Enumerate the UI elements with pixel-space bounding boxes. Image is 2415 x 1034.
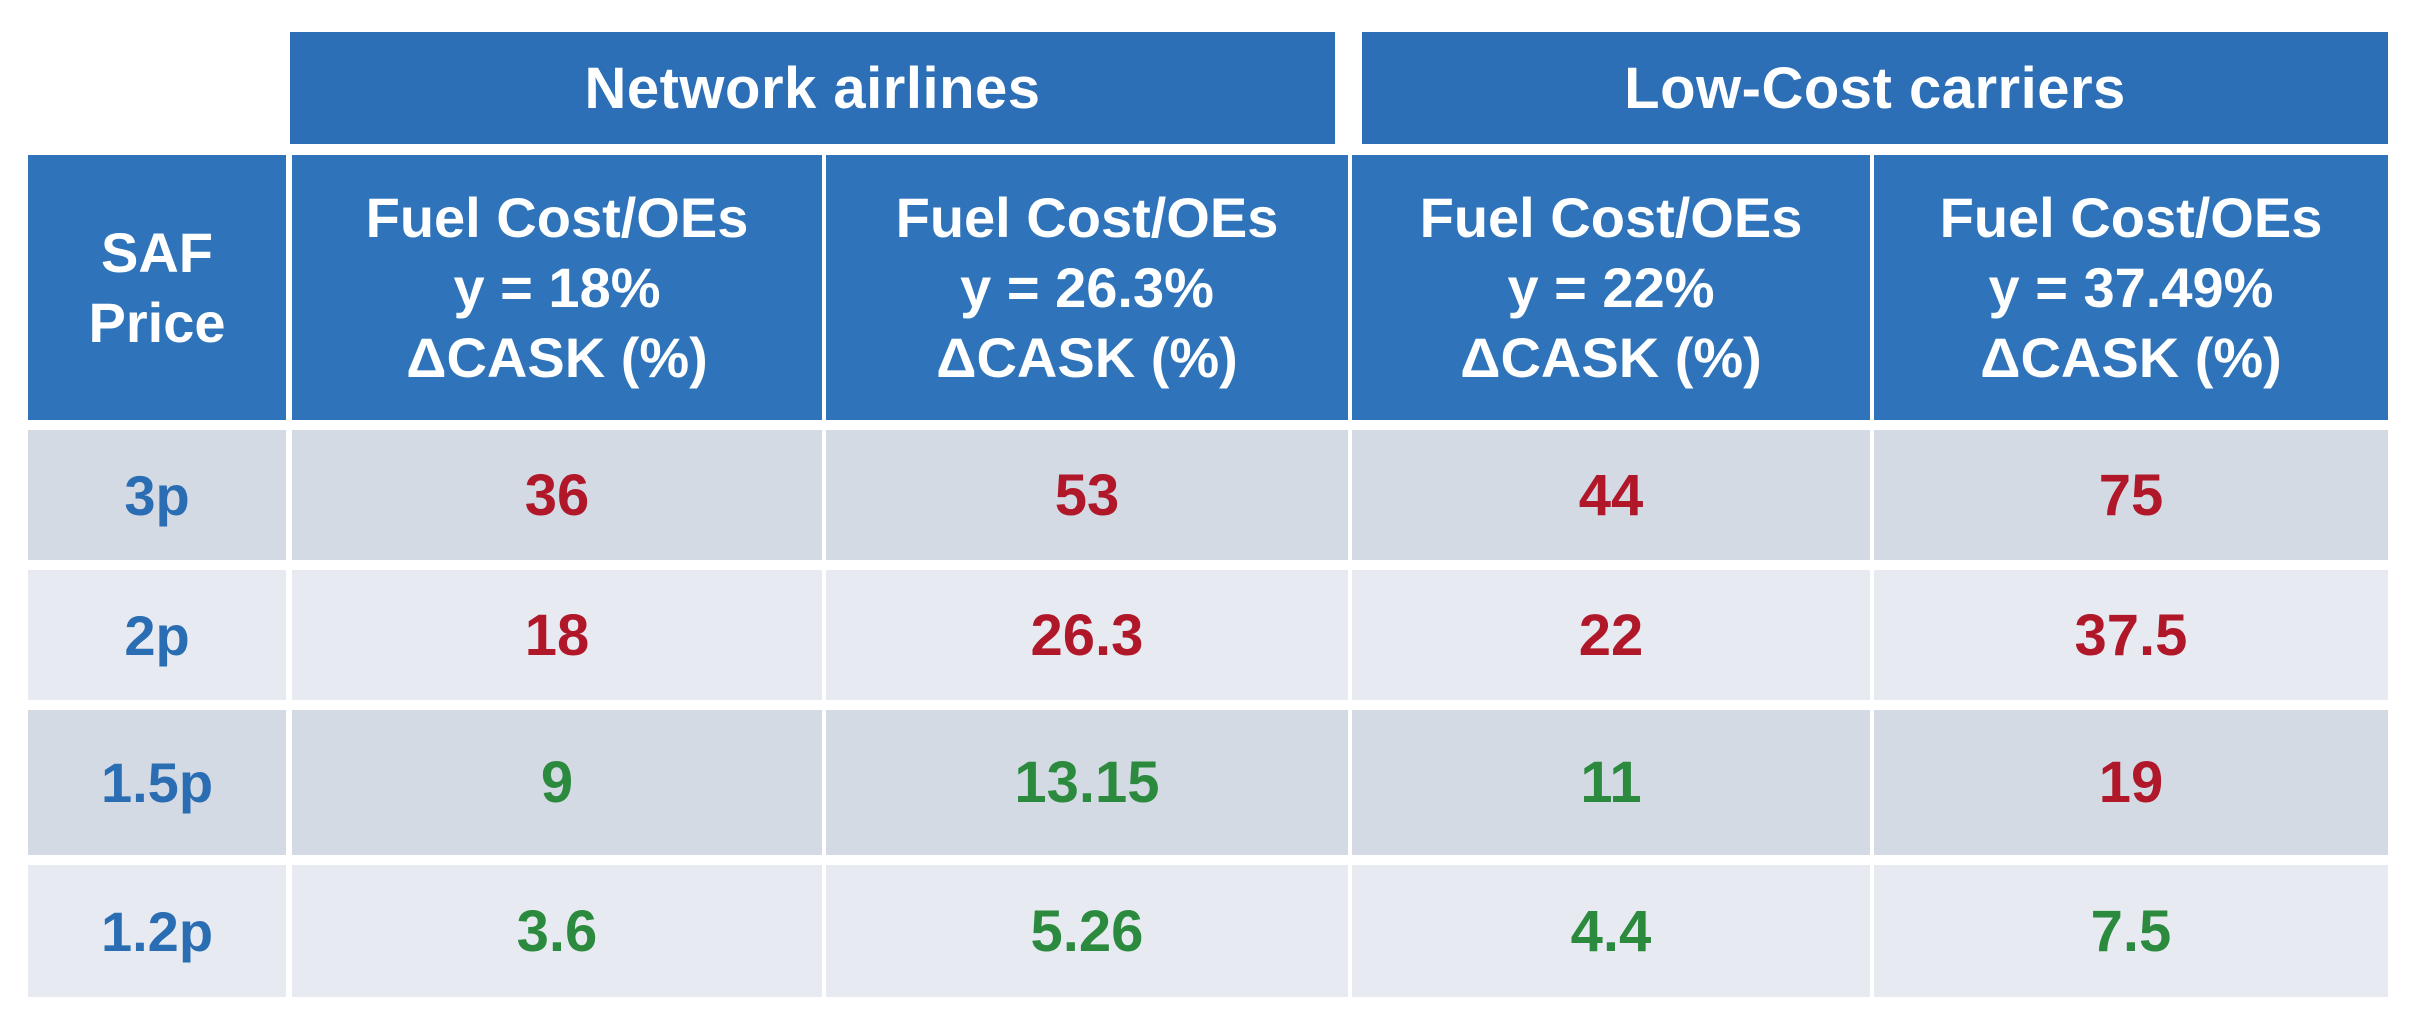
- row-header-line1: SAF: [101, 220, 213, 284]
- group-header-low-cost-carriers: Low-Cost carriers: [1362, 32, 2388, 144]
- cell-2p-network-18: 18: [292, 570, 822, 700]
- cell-1-5p-network-26: 13.15: [826, 710, 1348, 855]
- row-header-line2: Price: [88, 290, 226, 354]
- row-label-1-2p: 1.2p: [28, 865, 286, 997]
- cell-1-2p-network-26: 5.26: [826, 865, 1348, 997]
- column-header-4-line1: Fuel Cost/OEs: [1939, 185, 2323, 249]
- cell-3p-lowcost-37: 75: [1874, 430, 2388, 560]
- group-header-network-airlines: Network airlines: [290, 32, 1335, 144]
- cell-1-5p-lowcost-37: 19: [1874, 710, 2388, 855]
- cell-1-2p-lowcost-22: 4.4: [1352, 865, 1870, 997]
- cell-2p-lowcost-22: 22: [1352, 570, 1870, 700]
- row-label-1-5p: 1.5p: [28, 710, 286, 855]
- column-header-3-line2: y = 22%: [1507, 255, 1715, 319]
- row-header-saf-price: SAF Price: [28, 155, 286, 420]
- cell-1-2p-lowcost-37: 7.5: [1874, 865, 2388, 997]
- column-header-2-line2: y = 26.3%: [960, 255, 1214, 319]
- column-header-1-line1: Fuel Cost/OEs: [365, 185, 749, 249]
- row-label-2p: 2p: [28, 570, 286, 700]
- column-header-3: Fuel Cost/OEs y = 22% ΔCASK (%): [1352, 155, 1870, 420]
- row-label-3p: 3p: [28, 430, 286, 560]
- column-header-3-line1: Fuel Cost/OEs: [1419, 185, 1803, 249]
- cell-2p-lowcost-37: 37.5: [1874, 570, 2388, 700]
- column-header-2-line3: ΔCASK (%): [936, 325, 1238, 389]
- cell-3p-network-26: 53: [826, 430, 1348, 560]
- column-header-1-line3: ΔCASK (%): [406, 325, 708, 389]
- cell-3p-network-18: 36: [292, 430, 822, 560]
- column-header-4: Fuel Cost/OEs y = 37.49% ΔCASK (%): [1874, 155, 2388, 420]
- cell-2p-network-26: 26.3: [826, 570, 1348, 700]
- column-header-4-line2: y = 37.49%: [1988, 255, 2274, 319]
- column-header-2-line1: Fuel Cost/OEs: [895, 185, 1279, 249]
- cell-1-5p-lowcost-22: 11: [1352, 710, 1870, 855]
- cell-1-2p-network-18: 3.6: [292, 865, 822, 997]
- column-header-2: Fuel Cost/OEs y = 26.3% ΔCASK (%): [826, 155, 1348, 420]
- column-header-1: Fuel Cost/OEs y = 18% ΔCASK (%): [292, 155, 822, 420]
- cell-3p-lowcost-22: 44: [1352, 430, 1870, 560]
- column-header-4-line3: ΔCASK (%): [1980, 325, 2282, 389]
- column-header-1-line2: y = 18%: [453, 255, 661, 319]
- cell-1-5p-network-18: 9: [292, 710, 822, 855]
- column-header-3-line3: ΔCASK (%): [1460, 325, 1762, 389]
